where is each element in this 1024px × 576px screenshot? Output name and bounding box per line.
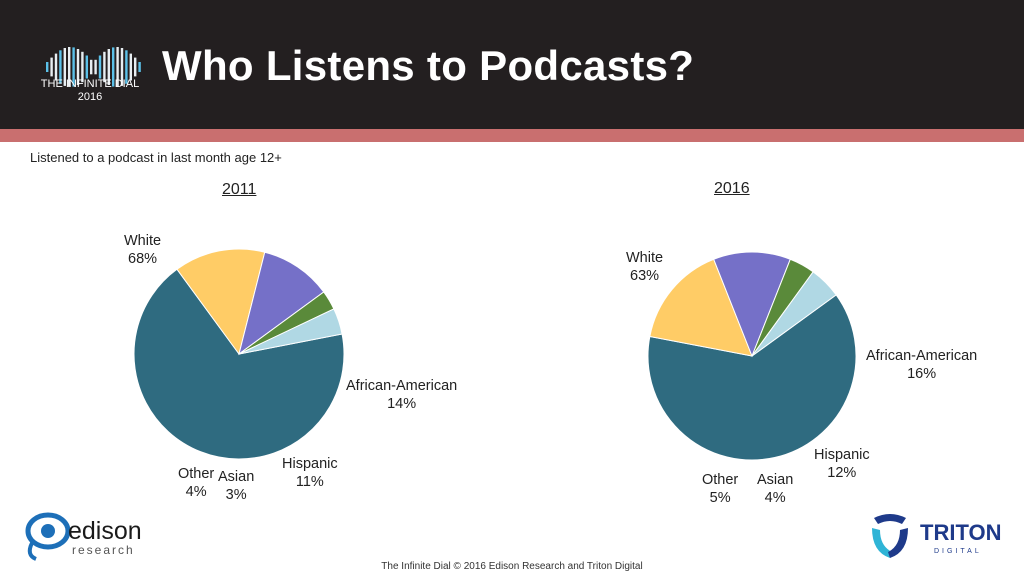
logo-bar [129, 53, 132, 81]
logo-bar [103, 51, 106, 83]
label-2011-other: Other 4% [178, 466, 215, 500]
logo-bar [54, 53, 58, 81]
header-stripe [0, 129, 1024, 142]
logo-line2: 2016 [77, 91, 103, 103]
logo-bar [138, 62, 141, 72]
label-2011-asian: Asian 3% [218, 469, 255, 503]
chart-2016-title: 2016 [714, 180, 750, 197]
logo-bar [72, 47, 75, 87]
logo-bar [46, 62, 49, 72]
slice-2016-hispanic [713, 251, 791, 358]
infinite-dial-logo-icon [46, 47, 141, 87]
logo-bar [125, 50, 128, 84]
footer-copyright: The Infinite Dial © 2016 Edison Research… [381, 561, 643, 572]
logo-bar [68, 47, 71, 87]
logo-bar [63, 48, 66, 86]
pie-chart-2016 [647, 251, 857, 461]
header-bar [0, 0, 1024, 129]
label-2011-white: White 68% [124, 233, 162, 267]
slice-2016-african-american [649, 258, 753, 357]
label-2016-white: White 63% [626, 250, 664, 284]
label-2016-other: Other 5% [702, 472, 739, 506]
label-2011-african-american: African-American 14% [346, 378, 458, 412]
slice-2011-white [133, 268, 345, 460]
logo-bar [98, 55, 102, 79]
label-2011-hispanic: Hispanic 11% [282, 456, 338, 490]
page-title: Who Listens to Podcasts? [162, 42, 695, 89]
pie-chart-2011 [133, 248, 345, 460]
triton-sub: DIGITAL [934, 548, 982, 555]
logo-caption: THE INFINITE DIAL 2016 [20, 78, 160, 104]
logo-line1: THE INFINITE DIAL [40, 78, 140, 90]
chart-2011-title: 2011 [222, 181, 257, 198]
logo-bar [134, 57, 137, 77]
label-2016-hispanic: Hispanic 12% [814, 447, 870, 481]
logo-bar [112, 47, 115, 87]
logo-bar [116, 47, 119, 87]
logo-bar [120, 48, 124, 86]
logo-bar [90, 59, 93, 75]
triton-name: TRITON [920, 520, 1001, 545]
label-2016-african-american: African-American 16% [866, 348, 978, 382]
logo-bar [85, 55, 88, 79]
logo-bar [59, 50, 62, 84]
edison-research-logo-icon: edison research [25, 512, 142, 561]
chart-subtitle: Listened to a podcast in last month age … [30, 150, 282, 165]
slice-2016-white [647, 294, 857, 461]
logo-bar [81, 51, 84, 83]
slice-2011-african-american [176, 248, 266, 356]
label-2016-asian: Asian 4% [757, 472, 794, 506]
edison-sub: research [72, 543, 135, 557]
slice-2011-hispanic [238, 251, 325, 356]
triton-digital-logo-icon: TRITON DIGITAL [872, 514, 1001, 558]
logo-bar [50, 57, 53, 77]
slice-2016-other [751, 271, 837, 357]
logo-bar [76, 49, 80, 85]
logo-bar [94, 59, 97, 75]
edison-name: edison [68, 517, 142, 545]
logo-bar [107, 49, 110, 85]
slice-2011-other [238, 308, 343, 355]
